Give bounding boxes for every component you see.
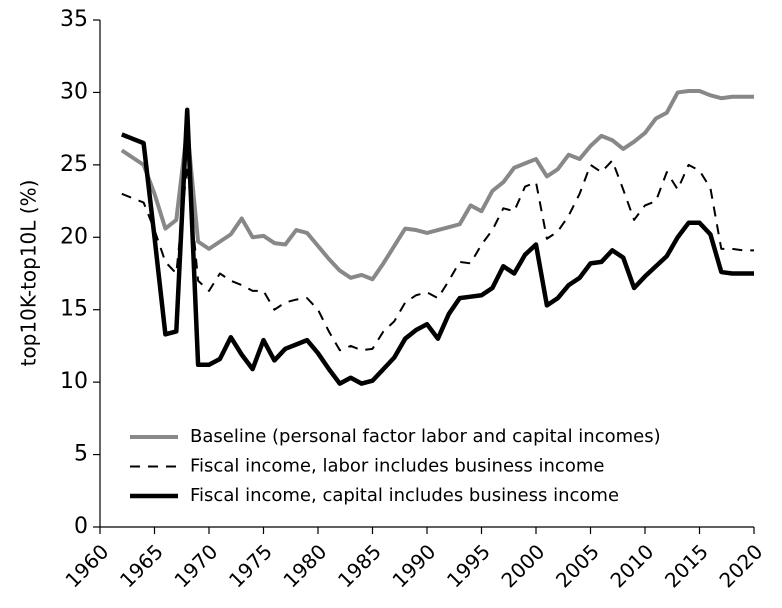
x-tick-label: 1980: [278, 539, 331, 592]
x-tick-label: 1960: [60, 539, 113, 592]
series-line: [120, 107, 754, 386]
series-line: [121, 159, 754, 352]
y-tick-label: 25: [60, 152, 88, 177]
x-tick-label: 1995: [442, 539, 495, 592]
x-tick-label: 1970: [169, 539, 222, 592]
y-tick-label: 35: [60, 7, 88, 32]
x-tick-label: 1985: [333, 539, 386, 592]
x-tick-label: 2020: [714, 539, 767, 592]
x-tick-label: 1975: [224, 539, 277, 592]
legend-label: Fiscal income, capital includes business…: [190, 485, 619, 506]
y-tick-label: 15: [60, 297, 88, 322]
x-tick-label: 1990: [387, 539, 440, 592]
series-line: [120, 88, 754, 282]
legend-label: Fiscal income, labor includes business i…: [190, 456, 604, 477]
y-axis-label: top10K-top10L (%): [17, 180, 41, 367]
y-tick-label: 5: [74, 442, 88, 467]
x-tick-label: 2005: [551, 539, 604, 592]
x-tick-label: 1965: [115, 539, 168, 592]
y-tick-label: 20: [60, 224, 88, 249]
legend-label: Baseline (personal factor labor and capi…: [190, 426, 661, 447]
y-tick-label: 10: [60, 369, 88, 394]
y-tick-label: 0: [74, 514, 88, 539]
x-tick-label: 2010: [605, 539, 658, 592]
y-tick-label: 30: [60, 79, 88, 104]
x-tick-label: 2015: [660, 539, 713, 592]
x-tick-label: 2000: [496, 539, 549, 592]
